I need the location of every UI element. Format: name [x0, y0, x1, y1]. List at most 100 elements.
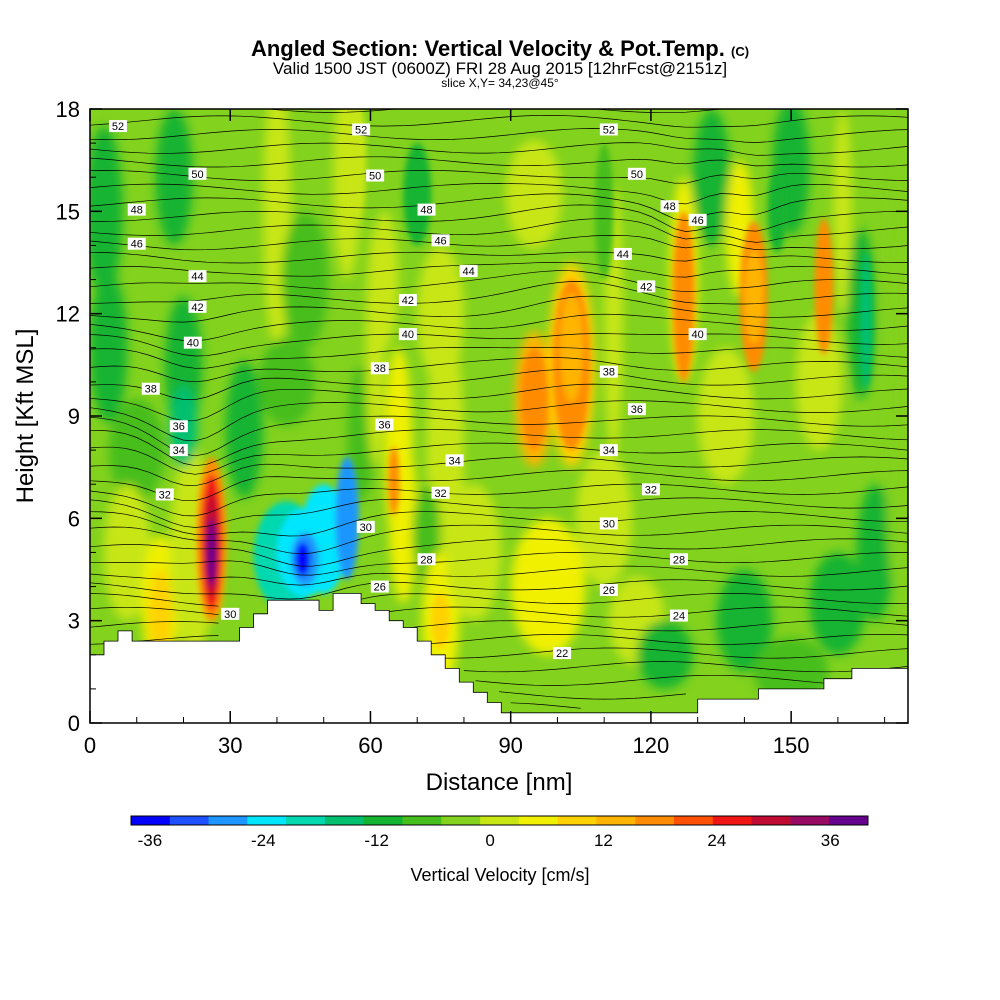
contour-label-34: 34 — [169, 444, 188, 457]
svg-text:50: 50 — [369, 171, 381, 183]
theta-contour-line — [90, 552, 908, 576]
theta-contour-line — [90, 170, 908, 184]
theta-contour-line — [90, 483, 908, 517]
colorbar-swatch — [286, 816, 326, 825]
contour-label-36: 36 — [169, 420, 188, 433]
colorbar-tick-label: 12 — [594, 831, 613, 850]
svg-text:30: 30 — [360, 522, 372, 534]
y-axis-label: Height [Kft MSL] — [12, 329, 39, 504]
theta-contour-line — [463, 661, 908, 673]
contour-label-38: 38 — [370, 362, 389, 375]
theta-contour-line — [90, 400, 908, 442]
valid-time-line: Valid 1500 JST (0600Z) FRI 28 Aug 2015 [… — [272, 59, 728, 78]
colorbar-swatch — [829, 816, 869, 825]
contour-label-52: 52 — [599, 123, 618, 136]
theta-contour-line — [90, 538, 908, 567]
svg-text:38: 38 — [603, 367, 615, 379]
contour-label-44: 44 — [459, 265, 478, 278]
svg-text:38: 38 — [374, 363, 386, 375]
svg-text:30: 30 — [224, 609, 236, 621]
svg-text:24: 24 — [673, 611, 685, 623]
svg-text:32: 32 — [434, 488, 446, 500]
theta-contour-line — [90, 313, 908, 342]
theta-contour-line — [90, 270, 908, 293]
svg-text:50: 50 — [191, 169, 203, 181]
theta-contour-line — [90, 295, 908, 323]
colorbar-swatch — [518, 816, 559, 825]
colorbar-label: Vertical Velocity [cm/s] — [410, 865, 589, 885]
contour-label-28: 28 — [669, 553, 688, 566]
contour-label-22: 22 — [553, 647, 572, 660]
contour-label-38: 38 — [599, 365, 618, 379]
colorbar-swatch — [402, 816, 442, 825]
colorbar-swatch — [635, 816, 675, 825]
svg-text:44: 44 — [462, 266, 474, 278]
svg-text:22: 22 — [556, 648, 568, 660]
svg-text:44: 44 — [191, 271, 203, 283]
colorbar-tick-label: 36 — [821, 831, 840, 850]
svg-text:26: 26 — [374, 582, 386, 594]
theta-contour-line — [90, 620, 908, 632]
svg-text:42: 42 — [402, 295, 414, 307]
copyright-mark: (C) — [731, 44, 750, 59]
x-tick-label: 0 — [84, 733, 96, 758]
svg-text:46: 46 — [131, 239, 143, 251]
theta-contour-line — [90, 251, 908, 264]
x-axis: 0 30 60 90 120 150 — [84, 109, 886, 758]
colorbar-swatch — [790, 816, 830, 825]
chart-title: Angled Section: Vertical Velocity & Pot.… — [0, 36, 1000, 62]
svg-text:48: 48 — [420, 205, 432, 217]
theta-contour-line — [90, 593, 908, 607]
y-tick-label: 12 — [56, 302, 80, 327]
theta-contour-line — [90, 565, 908, 586]
theta-contour-line — [90, 429, 908, 467]
vertical-velocity-field — [90, 109, 908, 723]
x-tick-label: 60 — [358, 733, 382, 758]
svg-text:40: 40 — [692, 329, 704, 341]
colorbar-swatch — [712, 816, 753, 825]
contour-label-40: 40 — [688, 328, 707, 341]
colorbar-swatch — [363, 816, 404, 825]
contour-label-48: 48 — [417, 203, 436, 217]
theta-contour-line — [90, 369, 908, 400]
y-tick-label: 15 — [56, 199, 80, 224]
colorbar-tick-label: 24 — [707, 831, 726, 850]
contour-label-34: 34 — [445, 454, 464, 467]
contour-label-40: 40 — [398, 328, 417, 341]
x-tick-label: 90 — [498, 733, 522, 758]
theta-contour-line — [90, 235, 908, 251]
theta-contour-line — [90, 511, 908, 537]
svg-text:52: 52 — [355, 124, 367, 136]
svg-text:52: 52 — [603, 124, 615, 136]
contour-label-44: 44 — [613, 247, 632, 261]
svg-text:46: 46 — [692, 215, 704, 227]
colorbar-swatch — [557, 816, 597, 825]
colorbar-swatch — [208, 816, 248, 825]
contour-label-32: 32 — [155, 488, 174, 501]
contour-label-48: 48 — [660, 200, 679, 213]
svg-text:28: 28 — [420, 554, 432, 566]
colorbar: -36 -24 -12 0 12 24 36 — [130, 815, 869, 850]
theta-contour-line — [90, 128, 908, 143]
theta-contour-line — [90, 579, 908, 600]
contour-label-42: 42 — [398, 294, 417, 307]
colorbar-swatch — [751, 816, 791, 825]
theta-contour-line — [498, 691, 687, 700]
theta-contour-line — [90, 524, 908, 555]
contour-label-26: 26 — [370, 580, 389, 594]
theta-contour-line — [90, 497, 908, 528]
colorbar-swatch — [596, 816, 636, 825]
theta-contour-line — [90, 383, 908, 422]
theta-contour-line — [510, 702, 581, 709]
contour-label-50: 50 — [366, 169, 385, 183]
svg-text:32: 32 — [645, 484, 657, 496]
svg-text:30: 30 — [603, 518, 615, 530]
contour-label-28: 28 — [417, 553, 436, 566]
contour-label-30: 30 — [356, 520, 375, 534]
x-tick-label: 120 — [633, 733, 670, 758]
svg-text:32: 32 — [159, 489, 171, 501]
contour-label-30: 30 — [599, 517, 618, 530]
y-tick-label: 6 — [68, 506, 80, 531]
contour-label-52: 52 — [109, 120, 128, 133]
